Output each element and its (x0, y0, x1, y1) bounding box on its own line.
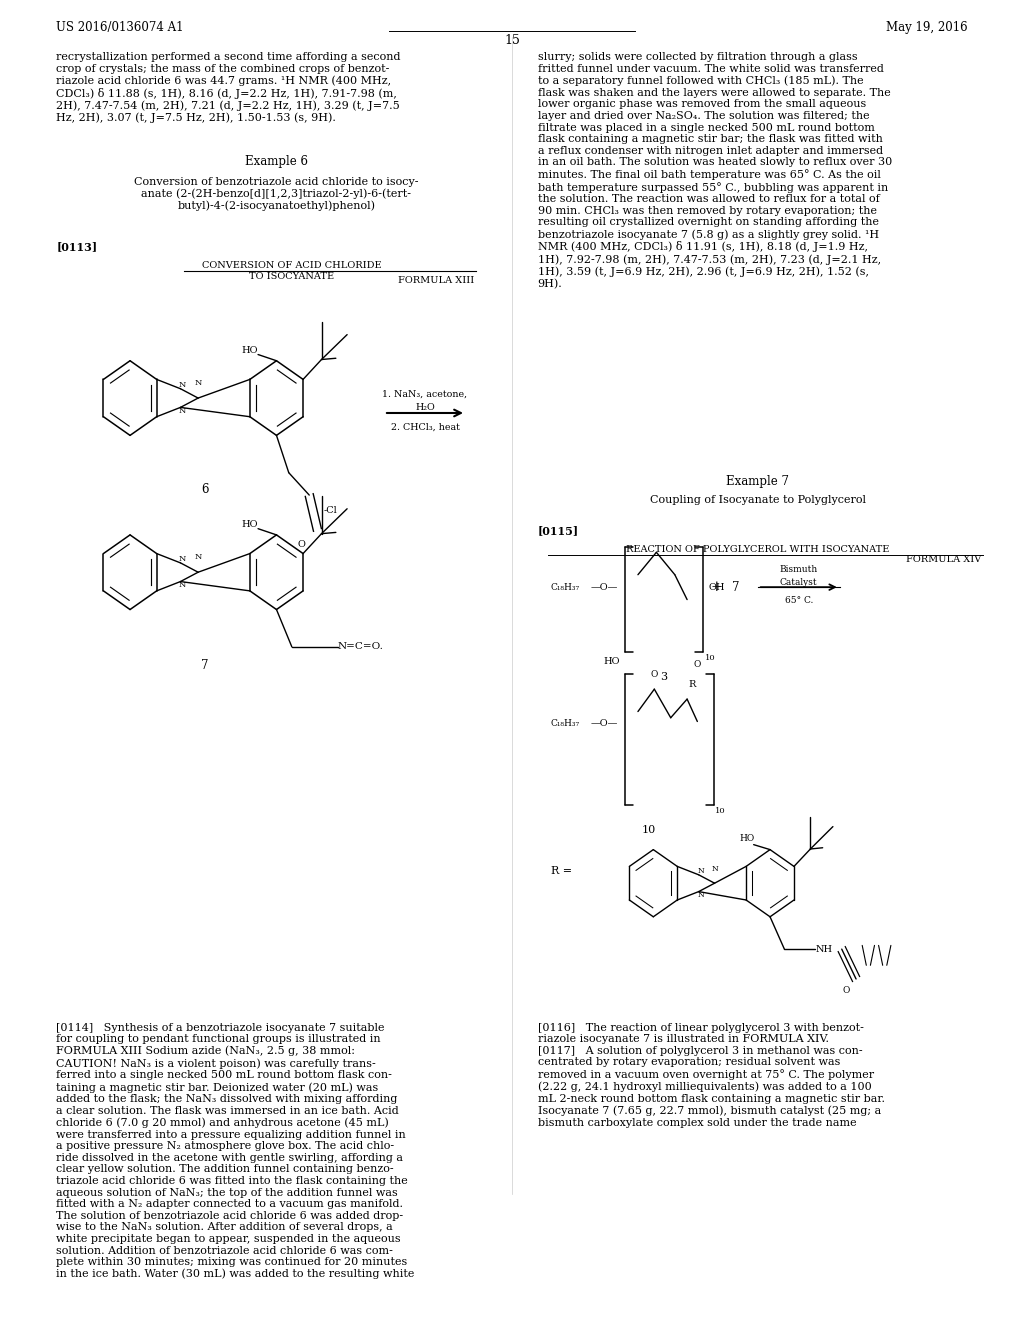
Text: REACTION OF POLYGLYCEROL WITH ISOCYANATE: REACTION OF POLYGLYCEROL WITH ISOCYANATE (626, 545, 890, 554)
Text: N: N (697, 867, 705, 875)
Text: [0116]   The reaction of linear polyglycerol 3 with benzot-
riazole isocyanate 7: [0116] The reaction of linear polyglycer… (538, 1023, 885, 1127)
Text: O: O (297, 540, 305, 549)
Text: FORMULA XIV: FORMULA XIV (906, 554, 981, 564)
Text: 2. CHCl₃, heat: 2. CHCl₃, heat (390, 422, 460, 432)
Text: NH: NH (815, 945, 833, 953)
Text: O: O (650, 671, 658, 680)
Text: +: + (711, 581, 723, 594)
Text: HO: HO (242, 520, 258, 529)
Text: O: O (693, 660, 701, 669)
Text: C₁₈H₃₇: C₁₈H₃₇ (551, 719, 580, 729)
Text: recrystallization performed a second time affording a second
crop of crystals; t: recrystallization performed a second tim… (56, 53, 400, 124)
Text: OH: OH (709, 582, 725, 591)
Text: —O—: —O— (591, 582, 617, 591)
Text: HO: HO (603, 657, 620, 665)
Text: CONVERSION OF ACID CHLORIDE
TO ISOCYANATE: CONVERSION OF ACID CHLORIDE TO ISOCYANAT… (202, 261, 382, 281)
Text: HO: HO (740, 834, 755, 843)
Text: N: N (179, 407, 186, 414)
Text: 3: 3 (660, 672, 668, 681)
Text: 10: 10 (705, 655, 715, 663)
Text: FORMULA XIII: FORMULA XIII (398, 276, 474, 285)
Text: N: N (195, 379, 202, 387)
Text: 65° C.: 65° C. (784, 595, 813, 605)
Text: N: N (179, 556, 186, 564)
Text: 15: 15 (504, 33, 520, 46)
Text: C₁₈H₃₇: C₁₈H₃₇ (551, 582, 580, 591)
Text: N: N (179, 381, 186, 389)
Text: N: N (195, 553, 202, 561)
Text: [0115]: [0115] (538, 525, 579, 536)
Text: N: N (179, 581, 186, 589)
Text: HO: HO (242, 346, 258, 355)
Text: Example 7: Example 7 (726, 475, 790, 488)
Text: 10: 10 (715, 808, 725, 816)
Text: Catalyst: Catalyst (780, 578, 817, 587)
Text: R: R (688, 680, 696, 689)
Text: Bismuth: Bismuth (779, 565, 818, 574)
Text: N: N (712, 865, 718, 874)
Text: 7: 7 (732, 581, 739, 594)
Text: [0113]: [0113] (56, 242, 97, 252)
Text: 7: 7 (201, 659, 209, 672)
Text: N: N (697, 891, 705, 899)
Text: May 19, 2016: May 19, 2016 (886, 21, 968, 34)
Text: -Cl: -Cl (324, 506, 337, 515)
Text: slurry; solids were collected by filtration through a glass
fritted funnel under: slurry; solids were collected by filtrat… (538, 53, 892, 289)
Text: H₂O: H₂O (415, 403, 435, 412)
Text: Conversion of benzotriazole acid chloride to isocy-
anate (2-(2H-benzo[d][1,2,3]: Conversion of benzotriazole acid chlorid… (134, 177, 419, 211)
Text: 10: 10 (642, 825, 655, 834)
Text: US 2016/0136074 A1: US 2016/0136074 A1 (56, 21, 184, 34)
Text: Example 6: Example 6 (245, 156, 308, 169)
Text: [0114]   Synthesis of a benzotriazole isocyanate 7 suitable
for coupling to pend: [0114] Synthesis of a benzotriazole isoc… (56, 1023, 415, 1279)
Text: O: O (842, 986, 850, 995)
Text: Coupling of Isocyanate to Polyglycerol: Coupling of Isocyanate to Polyglycerol (650, 495, 865, 506)
Text: —O—: —O— (591, 719, 617, 729)
Text: 6: 6 (201, 483, 209, 495)
Text: 1. NaN₃, acetone,: 1. NaN₃, acetone, (382, 389, 468, 399)
Text: N=C=O.: N=C=O. (338, 643, 384, 651)
Text: R =: R = (551, 866, 572, 875)
